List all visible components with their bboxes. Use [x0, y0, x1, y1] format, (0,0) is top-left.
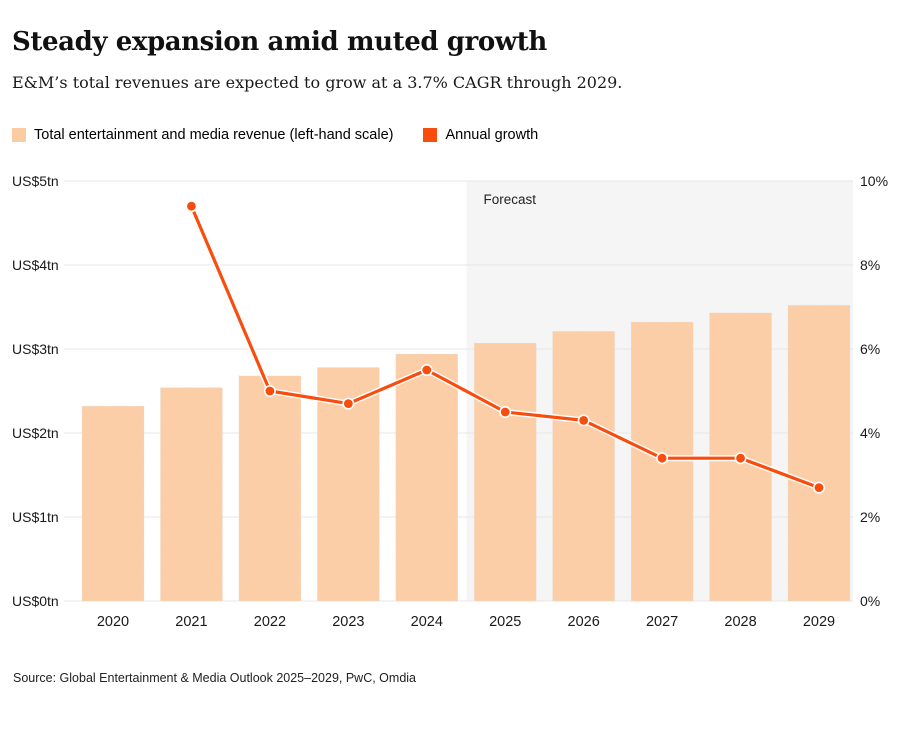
forecast-label: Forecast — [484, 192, 537, 207]
growth-point — [265, 386, 275, 396]
revenue-bar-2021 — [160, 387, 223, 602]
svg-text:US$2tn: US$2tn — [12, 425, 59, 441]
x-label-2029: 2029 — [803, 614, 835, 630]
chart-area: Forecast US$0tn US$1tn US$2tn US$3tn US$4tn US… — [0, 160, 911, 660]
svg-text:US$0tn: US$0tn — [12, 593, 59, 609]
growth-point — [579, 416, 589, 425]
svg-text:US$3tn: US$3tn — [12, 341, 59, 357]
growth-point — [657, 453, 667, 463]
growth-point — [814, 483, 824, 492]
left-axis-labels: US$0tn US$1tn US$2tn US$3tn US$4tn US$5tn — [12, 173, 59, 609]
revenue-bar-2024 — [395, 353, 459, 602]
x-label-2020: 2020 — [97, 614, 129, 630]
revenue-bars — [81, 304, 851, 602]
x-label-2024: 2024 — [411, 614, 443, 630]
x-axis-labels: 2020 2021 2022 2023 2024 2025 2026 2027 2028 2029 — [97, 614, 835, 630]
x-label-2027: 2027 — [646, 614, 678, 630]
growth-legend-label: Annual growth — [445, 127, 539, 143]
chart-legend: Total entertainment and media revenue (l… — [12, 127, 538, 143]
legend-item-growth: Annual growth — [423, 127, 538, 143]
x-label-2023: 2023 — [332, 614, 364, 630]
source-note: Source: Global Entertainment & Media Out… — [13, 671, 416, 685]
page-title: Steady expansion amid muted growth — [12, 27, 547, 57]
revenue-growth-chart: ForecastUS$0tnUS$1tnUS$2tnUS$3tnUS$4tnUS… — [12, 173, 888, 630]
x-label-2026: 2026 — [568, 614, 600, 630]
x-label-2025: 2025 — [489, 614, 521, 630]
legend-item-revenue: Total entertainment and media revenue (l… — [12, 127, 393, 143]
svg-text:10%: 10% — [860, 173, 888, 189]
growth-point — [736, 453, 745, 463]
growth-point — [422, 365, 432, 375]
page-subtitle: E&M’s total revenues are expected to gro… — [12, 73, 623, 92]
growth-line — [185, 200, 825, 494]
svg-text:6%: 6% — [860, 341, 880, 357]
svg-text:4%: 4% — [860, 425, 880, 441]
revenue-bar-2025 — [473, 342, 537, 602]
svg-text:8%: 8% — [860, 257, 880, 273]
x-label-2028: 2028 — [724, 614, 756, 630]
x-label-2022: 2022 — [254, 614, 286, 630]
growth-legend-swatch — [423, 128, 438, 142]
svg-text:0%: 0% — [860, 593, 880, 609]
growth-point — [343, 399, 353, 408]
revenue-legend-label: Total entertainment and media revenue (l… — [34, 127, 394, 143]
revenue-bar-2022 — [238, 375, 302, 602]
x-label-2021: 2021 — [175, 614, 207, 630]
growth-point — [187, 201, 196, 211]
growth-point — [500, 407, 510, 417]
revenue-bar-2026 — [552, 330, 616, 602]
right-axis-labels: 0% 2% 4% 6% 8% 10% — [860, 173, 888, 609]
revenue-bar-2029 — [787, 304, 851, 602]
revenue-bar-2020 — [81, 405, 145, 602]
svg-text:2%: 2% — [860, 509, 880, 525]
svg-text:US$4tn: US$4tn — [12, 257, 59, 273]
svg-text:US$5tn: US$5tn — [12, 173, 59, 189]
revenue-legend-swatch — [12, 128, 26, 142]
svg-text:US$1tn: US$1tn — [12, 509, 59, 525]
